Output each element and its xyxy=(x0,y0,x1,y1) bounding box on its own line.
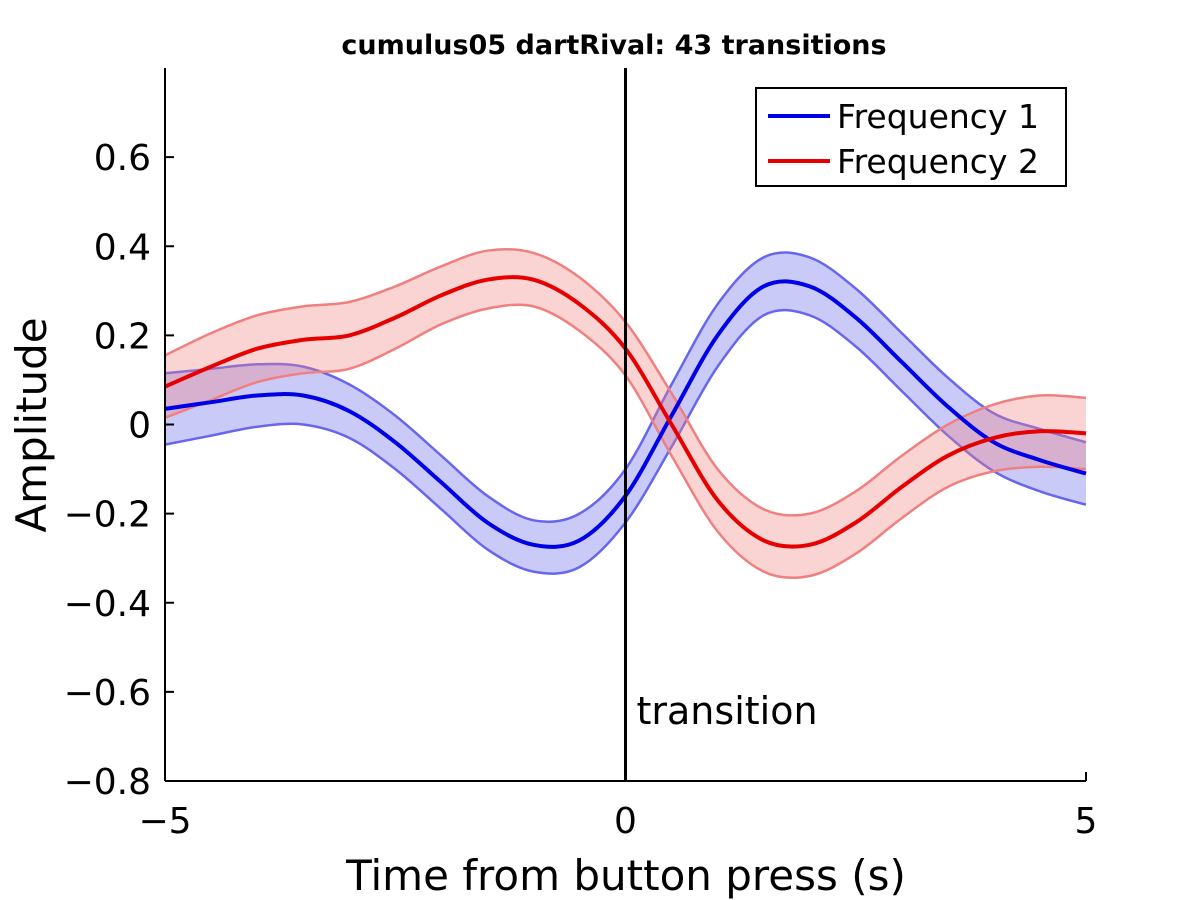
y-ticks: −0.8 −0.6 −0.4 −0.2 0 0.2 0.4 0.6 xyxy=(64,138,174,803)
x-ticks: −5 0 5 xyxy=(138,772,1097,842)
legend-box xyxy=(755,87,1067,187)
line-frequency-1 xyxy=(164,279,1087,549)
legend: Frequency 1 Frequency 2 xyxy=(755,87,1067,187)
y-tick-label: −0.8 xyxy=(64,762,151,803)
y-tick-label: −0.4 xyxy=(64,584,151,625)
y-axis-label: Amplitude xyxy=(7,317,56,532)
x-tick-label: 0 xyxy=(614,801,637,842)
x-axis-label: Time from button press (s) xyxy=(345,851,906,900)
band-fill-frequency-2 xyxy=(165,249,1086,578)
legend-label-frequency-1: Frequency 1 xyxy=(837,97,1039,136)
transition-label: transition xyxy=(637,689,818,733)
y-tick-label: 0 xyxy=(128,406,151,447)
y-tick-label: 0.2 xyxy=(94,316,151,357)
band-lower-frequency-1 xyxy=(164,308,1087,575)
confidence-bands xyxy=(164,248,1087,580)
legend-label-frequency-2: Frequency 2 xyxy=(837,142,1039,181)
y-tick-label: −0.2 xyxy=(64,495,151,536)
x-tick-label: −5 xyxy=(138,801,191,842)
band-fill-frequency-1 xyxy=(165,252,1086,574)
band-lower-frequency-2 xyxy=(164,303,1087,580)
y-tick-label: 0.6 xyxy=(94,138,151,179)
y-tick-label: 0.4 xyxy=(94,227,151,268)
series-lines xyxy=(164,275,1087,549)
chart-title: cumulus05 dartRival: 43 transitions xyxy=(341,30,886,61)
x-tick-label: 5 xyxy=(1075,801,1098,842)
line-frequency-2 xyxy=(164,275,1087,549)
y-tick-label: −0.6 xyxy=(64,673,151,714)
band-upper-frequency-2 xyxy=(164,248,1087,517)
